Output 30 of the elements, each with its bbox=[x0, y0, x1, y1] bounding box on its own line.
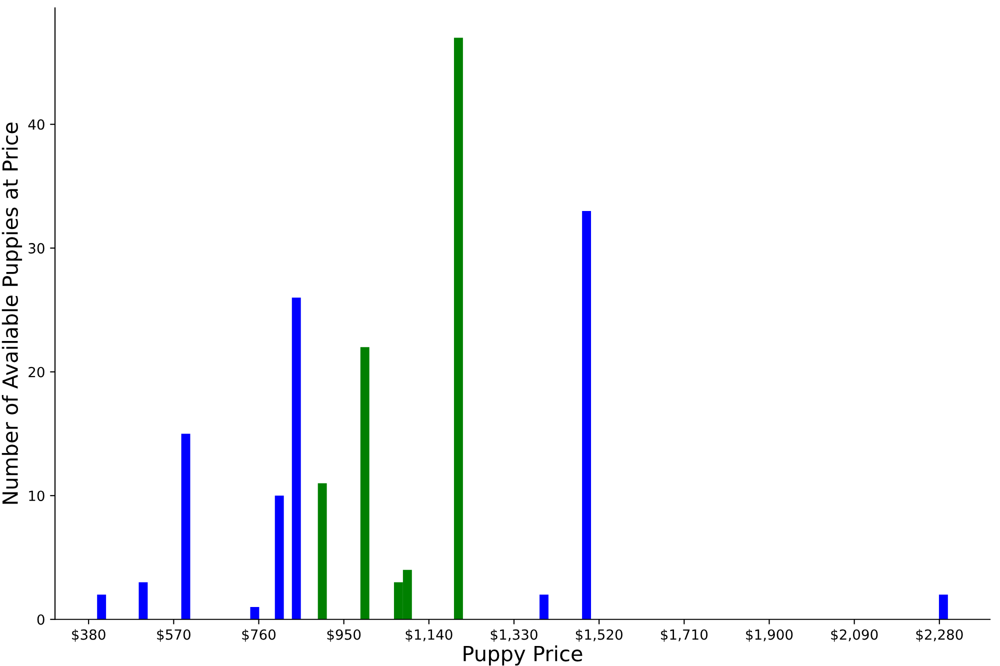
y-tick-label: 10 bbox=[29, 490, 44, 502]
x-tick-label: $1,520 bbox=[576, 629, 622, 642]
bar bbox=[97, 594, 106, 620]
x-tick-label: $760 bbox=[242, 629, 276, 642]
y-tick-label: 20 bbox=[28, 366, 44, 378]
bar bbox=[181, 434, 190, 620]
y-axis-title: Number of Available Puppies at Price bbox=[2, 122, 22, 504]
bar bbox=[138, 582, 148, 620]
bar bbox=[274, 496, 284, 620]
x-tick-label: $570 bbox=[157, 629, 190, 642]
x-tick-label: $1,710 bbox=[661, 629, 708, 642]
bar bbox=[292, 298, 301, 620]
y-tick-label: 40 bbox=[28, 119, 44, 130]
bar bbox=[540, 594, 548, 620]
x-tick-label: $2,090 bbox=[831, 629, 878, 642]
y-tick-label: 0 bbox=[37, 614, 44, 625]
bar bbox=[250, 607, 260, 620]
bar bbox=[582, 210, 592, 620]
x-tick-label: $1,900 bbox=[746, 629, 793, 642]
x-tick-label: $950 bbox=[327, 629, 361, 642]
bar bbox=[318, 483, 327, 620]
bar bbox=[360, 347, 370, 620]
x-tick-label: $2,280 bbox=[916, 629, 963, 642]
y-tick-label: 30 bbox=[28, 243, 44, 254]
x-tick-label: $380 bbox=[72, 629, 106, 642]
bar bbox=[938, 594, 948, 620]
x-tick-label: $1,140 bbox=[406, 629, 452, 642]
bar bbox=[454, 38, 463, 620]
x-tick-label: $1,330 bbox=[490, 629, 538, 642]
x-axis-title: Puppy Price bbox=[464, 645, 582, 666]
